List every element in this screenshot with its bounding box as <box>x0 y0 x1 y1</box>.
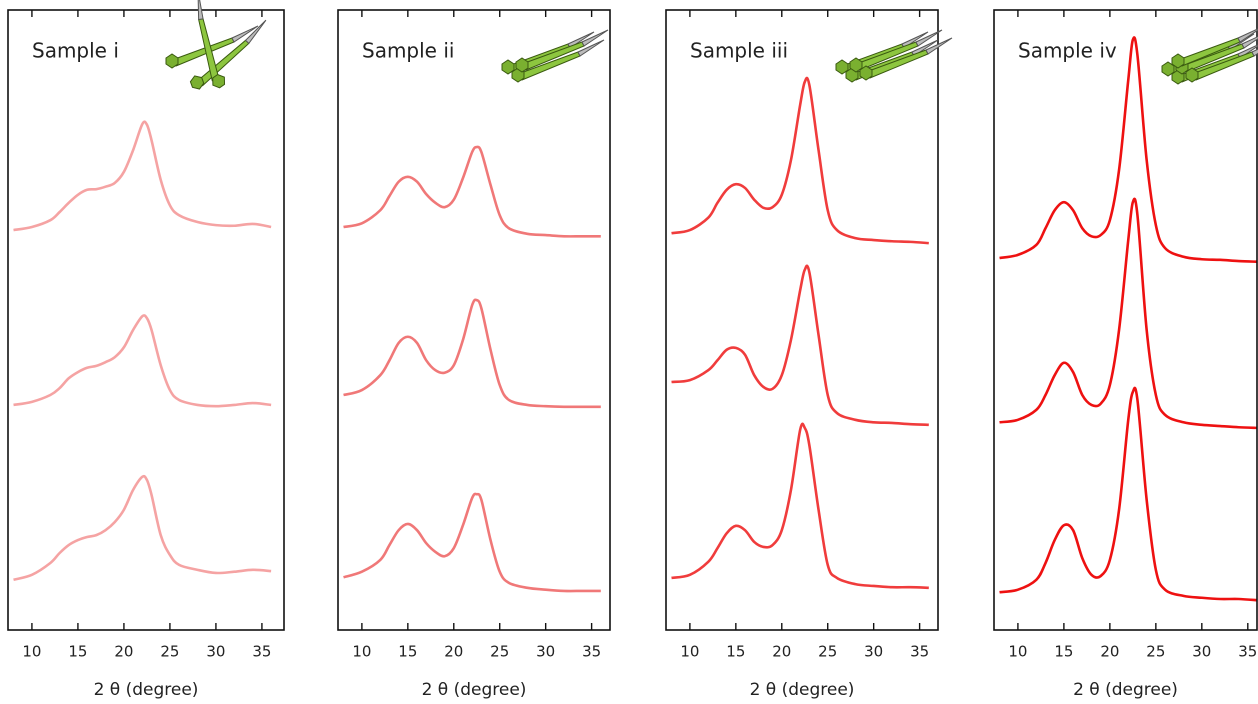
plot-frame <box>665 9 939 631</box>
plot-area <box>13 120 272 582</box>
x-tick-label: 25 <box>160 643 179 661</box>
x-tick-label: 25 <box>818 643 837 661</box>
x-tick-label: 35 <box>910 643 929 661</box>
xrd-curve <box>671 422 929 590</box>
x-tick-label: 30 <box>206 643 225 661</box>
x-tick-label: 20 <box>772 643 791 661</box>
x-tick-label: 15 <box>398 643 417 661</box>
panel: 10 15 20 25 30 35 2 θ (degree) Sample ii <box>337 9 611 700</box>
panel-title: Sample iv <box>1018 39 1117 63</box>
panel: 10 15 20 25 30 35 2 θ (degree) Sample iv <box>993 9 1258 700</box>
x-tick-label: 15 <box>1054 643 1073 661</box>
x-tick-label: 20 <box>444 643 463 661</box>
x-tick-label: 10 <box>680 643 699 661</box>
icon-i <box>163 0 281 92</box>
icon-ii <box>501 29 609 83</box>
x-tick-label: 15 <box>726 643 745 661</box>
x-axis-label: 2 θ (degree) <box>94 680 199 700</box>
icon-iii <box>835 29 953 83</box>
x-axis-label: 2 θ (degree) <box>750 680 855 700</box>
x-tick-label: 10 <box>1008 643 1027 661</box>
x-tick-label: 30 <box>864 643 883 661</box>
x-tick-label: 35 <box>252 643 271 661</box>
x-tick-label: 30 <box>536 643 555 661</box>
xrd-curve <box>13 474 272 582</box>
xrd-curve <box>999 197 1257 430</box>
plot-frame <box>337 9 611 631</box>
x-tick-label: 25 <box>1146 643 1165 661</box>
panel: 10 15 20 25 30 35 2 θ (degree) Sample iii <box>665 9 939 700</box>
panel: 10 15 20 25 30 35 2 θ (degree) Sample i <box>7 9 285 700</box>
plot-area <box>999 36 1257 602</box>
panel-title: Sample i <box>32 39 119 63</box>
xrd-curve <box>671 264 929 427</box>
x-tick-label: 35 <box>582 643 601 661</box>
plot-frame <box>993 9 1258 631</box>
xrd-curve <box>13 120 272 232</box>
x-axis-label: 2 θ (degree) <box>1073 680 1178 700</box>
x-tick-label: 25 <box>490 643 509 661</box>
panel-title: Sample iii <box>690 39 788 63</box>
xrd-curve <box>13 314 272 408</box>
x-tick-label: 30 <box>1192 643 1211 661</box>
x-tick-label: 15 <box>68 643 87 661</box>
plot-area <box>671 76 929 590</box>
x-tick-label: 20 <box>1100 643 1119 661</box>
x-axis-label: 2 θ (degree) <box>422 680 527 700</box>
x-tick-label: 10 <box>22 643 41 661</box>
xrd-curve <box>999 36 1257 264</box>
xrd-curve <box>671 76 929 245</box>
xrd-curve <box>343 492 601 593</box>
icon-iv <box>1161 25 1258 85</box>
plot-frame <box>7 9 285 631</box>
panel-title: Sample ii <box>362 39 454 63</box>
xrd-curve <box>343 145 601 238</box>
x-tick-label: 35 <box>1238 643 1257 661</box>
x-tick-label: 10 <box>352 643 371 661</box>
x-tick-label: 20 <box>114 643 133 661</box>
xrd-curve <box>343 298 601 409</box>
xrd-curve <box>999 386 1257 602</box>
plot-area <box>343 145 601 593</box>
